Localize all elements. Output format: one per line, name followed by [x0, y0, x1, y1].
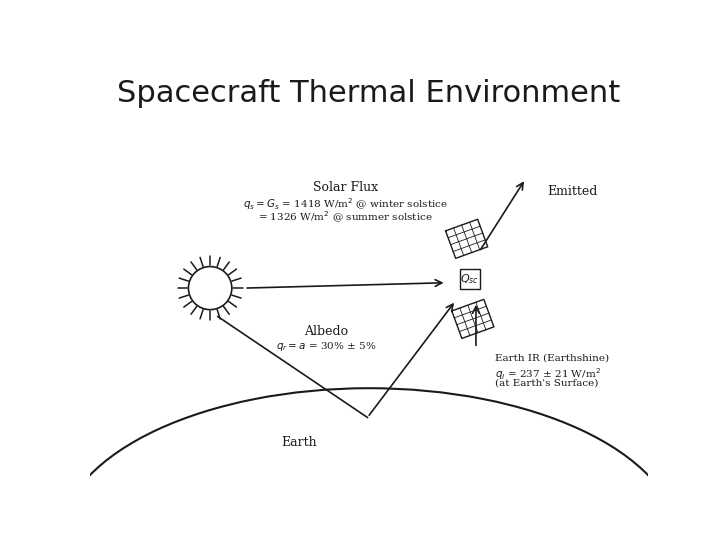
Circle shape	[189, 267, 232, 309]
Text: Spacecraft Thermal Environment: Spacecraft Thermal Environment	[117, 79, 621, 107]
Text: $q_I$ = 237 ± 21 W/m$^2$: $q_I$ = 237 ± 21 W/m$^2$	[495, 367, 600, 382]
Text: $Q_{sc}$: $Q_{sc}$	[460, 272, 480, 286]
Text: (at Earth's Surface): (at Earth's Surface)	[495, 379, 598, 388]
Text: Albedo: Albedo	[305, 325, 348, 338]
Text: Earth: Earth	[282, 436, 317, 449]
Text: Emitted: Emitted	[547, 185, 598, 198]
Text: = 1326 W/m$^2$ @ summer solstice: = 1326 W/m$^2$ @ summer solstice	[258, 210, 433, 225]
Text: Solar Flux: Solar Flux	[313, 181, 378, 194]
Text: $q_r = a$ = 30% ± 5%: $q_r = a$ = 30% ± 5%	[276, 340, 377, 353]
Bar	[459, 269, 480, 289]
Text: $q_s = G_s$ = 1418 W/m$^2$ @ winter solstice: $q_s = G_s$ = 1418 W/m$^2$ @ winter sols…	[243, 195, 449, 212]
Text: Earth IR (Earthshine): Earth IR (Earthshine)	[495, 354, 608, 362]
